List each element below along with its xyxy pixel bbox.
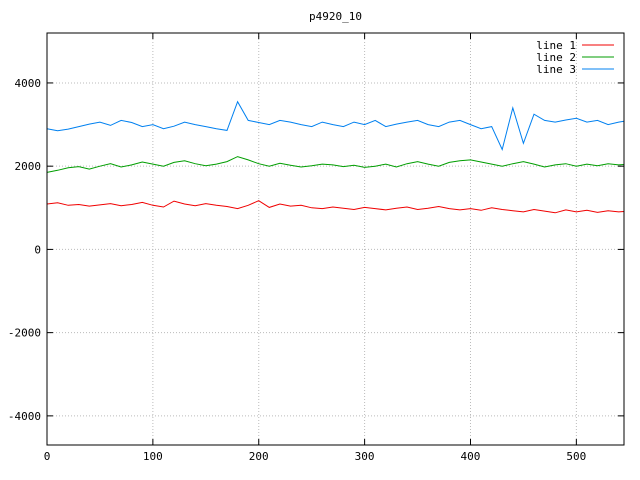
x-tick-label: 400 [461, 450, 481, 463]
chart-title: p4920_10 [309, 10, 362, 23]
y-tick-label: 0 [34, 243, 41, 256]
x-tick-label: 300 [355, 450, 375, 463]
series-lines [46, 100, 625, 214]
plot-border [46, 32, 625, 446]
axis-tick-labels: 0 100 200 300 400 500 -4000 -2000 0 2000 4000 [8, 77, 586, 463]
series-line-3 [46, 100, 625, 151]
x-tick-label: 100 [143, 450, 163, 463]
y-tick-label: 2000 [15, 160, 42, 173]
y-tick-label: 4000 [15, 77, 42, 90]
x-tick-label: 200 [249, 450, 269, 463]
x-tick-label: 0 [44, 450, 51, 463]
legend-label: line 3 [536, 63, 576, 76]
legend-label: line 1 [536, 39, 576, 52]
grid-lines [46, 33, 624, 445]
series-line-2 [46, 156, 625, 173]
y-tick-label: -2000 [8, 327, 41, 340]
y-tick-label: -4000 [8, 410, 41, 423]
x-tick-label: 500 [566, 450, 586, 463]
series-line-1 [46, 200, 625, 214]
legend-label: line 2 [536, 51, 576, 64]
